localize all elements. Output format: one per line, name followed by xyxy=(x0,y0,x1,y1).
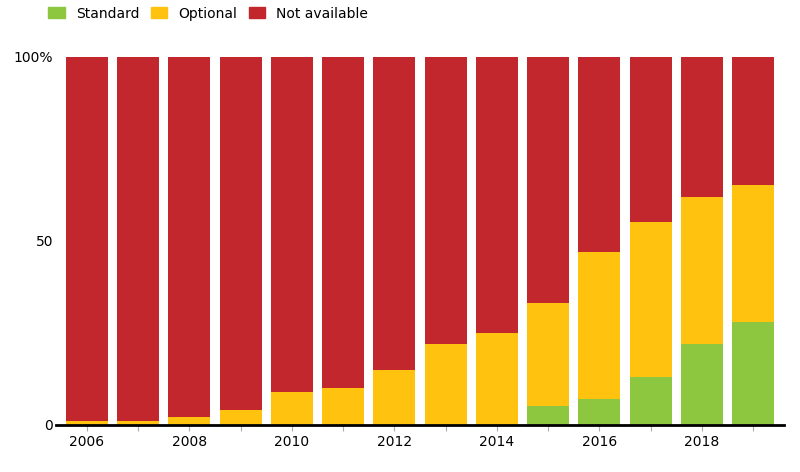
Bar xyxy=(630,222,672,377)
Bar xyxy=(425,57,466,344)
Bar xyxy=(219,410,262,425)
Bar xyxy=(271,57,313,392)
Bar xyxy=(476,333,518,425)
Bar xyxy=(681,344,723,425)
Bar xyxy=(322,388,364,425)
Bar xyxy=(374,370,415,425)
Bar xyxy=(271,392,313,425)
Bar xyxy=(322,57,364,388)
Bar xyxy=(425,344,466,425)
Bar xyxy=(168,57,210,417)
Bar xyxy=(578,57,621,252)
Bar xyxy=(630,57,672,222)
Bar xyxy=(527,303,569,406)
Bar xyxy=(66,421,108,425)
Bar xyxy=(527,57,569,303)
Bar xyxy=(681,57,723,196)
Bar xyxy=(578,399,621,425)
Bar xyxy=(168,417,210,425)
Bar xyxy=(476,57,518,333)
Bar xyxy=(578,252,621,399)
Bar xyxy=(117,57,159,421)
Bar xyxy=(374,57,415,370)
Legend: Standard, Optional, Not available: Standard, Optional, Not available xyxy=(48,7,368,20)
Bar xyxy=(66,57,108,421)
Bar xyxy=(732,322,774,425)
Bar xyxy=(117,421,159,425)
Bar xyxy=(219,57,262,410)
Bar xyxy=(681,196,723,344)
Bar xyxy=(527,406,569,425)
Bar xyxy=(630,377,672,425)
Bar xyxy=(732,57,774,185)
Bar xyxy=(732,185,774,322)
